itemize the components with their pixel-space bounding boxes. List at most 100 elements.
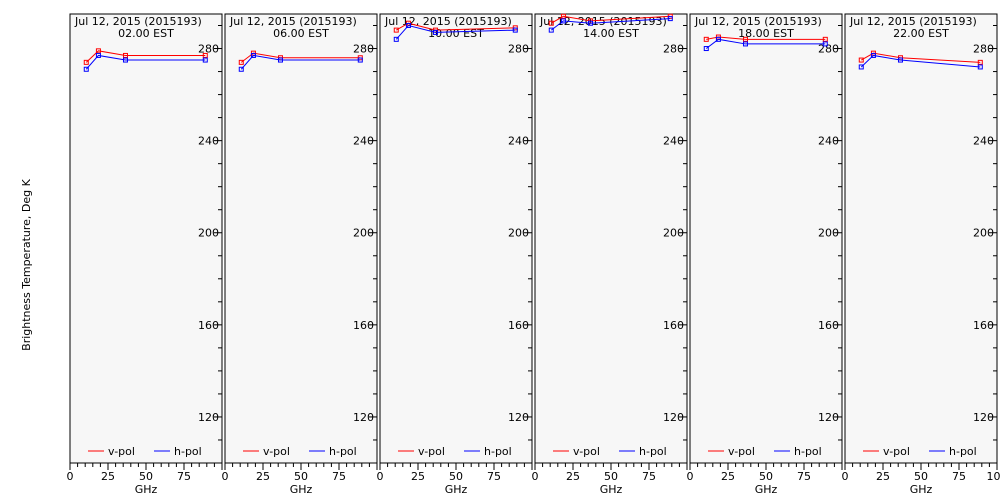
- x-tick-label: 0: [222, 470, 229, 483]
- y-tick-label: 240: [353, 135, 374, 148]
- series-line-h-pol: [85, 54, 206, 70]
- x-tick-label: 75: [487, 470, 501, 483]
- y-tick-label: 160: [663, 319, 684, 332]
- x-tick-label: 75: [177, 470, 191, 483]
- data-point-v-pol: [202, 52, 208, 58]
- x-tick-label: 75: [642, 470, 656, 483]
- data-point-v-pol: [122, 52, 128, 58]
- legend-label-h-pol: h-pol: [794, 445, 822, 458]
- data-point-h-pol: [277, 57, 283, 63]
- y-tick-label: 280: [198, 43, 219, 56]
- data-point-v-pol: [858, 57, 864, 63]
- data-point-v-pol: [560, 13, 566, 19]
- panel-date: Jul 12, 2015 (2015193): [849, 15, 977, 28]
- y-tick-label: 120: [818, 411, 839, 424]
- y-tick-label: 240: [508, 135, 529, 148]
- x-axis-label: GHz: [290, 483, 313, 496]
- data-point-v-pol: [83, 59, 89, 65]
- x-tick-label: 50: [759, 470, 773, 483]
- x-tick-label: 50: [449, 470, 463, 483]
- series-line-v-pol: [861, 52, 981, 63]
- data-point-h-pol: [202, 57, 208, 63]
- x-tick-label: 50: [604, 470, 618, 483]
- panel-5: Jul 12, 2015 (2015193)18.00 EST 120 160 200…: [687, 13, 843, 496]
- y-tick-label: 240: [663, 135, 684, 148]
- x-axis-label: GHz: [600, 483, 623, 496]
- legend-label-v-pol: v-pol: [263, 445, 290, 458]
- panel-frame: [224, 13, 378, 464]
- y-tick-label: 120: [353, 411, 374, 424]
- y-tick-label: 280: [663, 43, 684, 56]
- data-point-v-pol: [742, 36, 748, 42]
- y-tick-label: 280: [353, 43, 374, 56]
- x-tick-label: 0: [687, 470, 694, 483]
- series-line-v-pol: [240, 52, 361, 63]
- series-line-h-pol: [550, 18, 671, 31]
- data-point-h-pol: [870, 52, 876, 58]
- data-point-h-pol: [95, 52, 101, 58]
- panel-1: Jul 12, 2015 (2015193)02.00 EST 120 160 200…: [67, 13, 223, 496]
- data-point-v-pol: [977, 59, 983, 65]
- x-tick-label: 0: [67, 470, 74, 483]
- panel-frame: [69, 13, 223, 464]
- data-point-h-pol: [432, 29, 438, 35]
- panel-time: 18.00 EST: [738, 27, 794, 40]
- series-line-h-pol: [860, 54, 981, 68]
- legend-label-h-pol: h-pol: [639, 445, 667, 458]
- y-tick-label: 120: [508, 411, 529, 424]
- x-axis-label: GHz: [135, 483, 158, 496]
- y-tick-label: 200: [818, 227, 839, 240]
- series-line-h-pol: [240, 54, 361, 70]
- y-tick-label: 160: [198, 319, 219, 332]
- data-point-h-pol: [83, 66, 89, 72]
- data-point-v-pol: [238, 59, 244, 65]
- x-tick-label: 25: [101, 470, 115, 483]
- y-tick-label: 160: [973, 319, 994, 332]
- data-point-h-pol: [560, 18, 566, 24]
- data-point-v-pol: [703, 36, 709, 42]
- legend-label-h-pol: h-pol: [949, 445, 977, 458]
- data-point-h-pol: [587, 20, 593, 26]
- y-tick-label: 240: [818, 135, 839, 148]
- series-line-v-pol: [396, 22, 516, 31]
- x-tick-label: 75: [797, 470, 811, 483]
- x-tick-label: 25: [876, 470, 890, 483]
- x-tick-label: 100: [987, 470, 1000, 483]
- data-point-h-pol: [512, 27, 518, 33]
- panel-6: Jul 12, 2015 (2015193)22.00 EST 120 160 200…: [842, 13, 1000, 496]
- legend-label-h-pol: h-pol: [174, 445, 202, 458]
- data-point-h-pol: [667, 16, 673, 22]
- data-point-h-pol: [742, 41, 748, 47]
- x-tick-label: 25: [411, 470, 425, 483]
- data-point-h-pol: [393, 36, 399, 42]
- panel-time: 06.00 EST: [273, 27, 329, 40]
- data-point-h-pol: [357, 57, 363, 63]
- y-tick-label: 200: [198, 227, 219, 240]
- panel-time: 14.00 EST: [583, 27, 639, 40]
- panel-date: Jul 12, 2015 (2015193): [694, 15, 822, 28]
- data-point-h-pol: [548, 27, 554, 33]
- data-point-h-pol: [977, 64, 983, 70]
- data-point-v-pol: [393, 27, 399, 33]
- x-tick-label: 25: [256, 470, 270, 483]
- panel-frame: [534, 13, 688, 464]
- y-axis-label: Brightness Temperature, Deg K: [20, 178, 33, 350]
- y-tick-label: 160: [353, 319, 374, 332]
- data-point-h-pol: [858, 64, 864, 70]
- panel-time: 02.00 EST: [118, 27, 174, 40]
- data-point-v-pol: [548, 20, 554, 26]
- x-tick-label: 25: [721, 470, 735, 483]
- legend-label-h-pol: h-pol: [484, 445, 512, 458]
- data-point-h-pol: [122, 57, 128, 63]
- x-tick-label: 0: [842, 470, 849, 483]
- legend-label-v-pol: v-pol: [573, 445, 600, 458]
- series-line-v-pol: [706, 36, 826, 40]
- panel-3: Jul 12, 2015 (2015193)10.00 EST120160200…: [377, 13, 533, 496]
- data-point-v-pol: [95, 48, 101, 54]
- y-tick-label: 240: [198, 135, 219, 148]
- data-point-h-pol: [405, 23, 411, 29]
- panel-frame: [844, 13, 998, 464]
- series-line-v-pol: [85, 50, 206, 63]
- y-tick-label: 280: [973, 43, 994, 56]
- x-tick-label: 0: [532, 470, 539, 483]
